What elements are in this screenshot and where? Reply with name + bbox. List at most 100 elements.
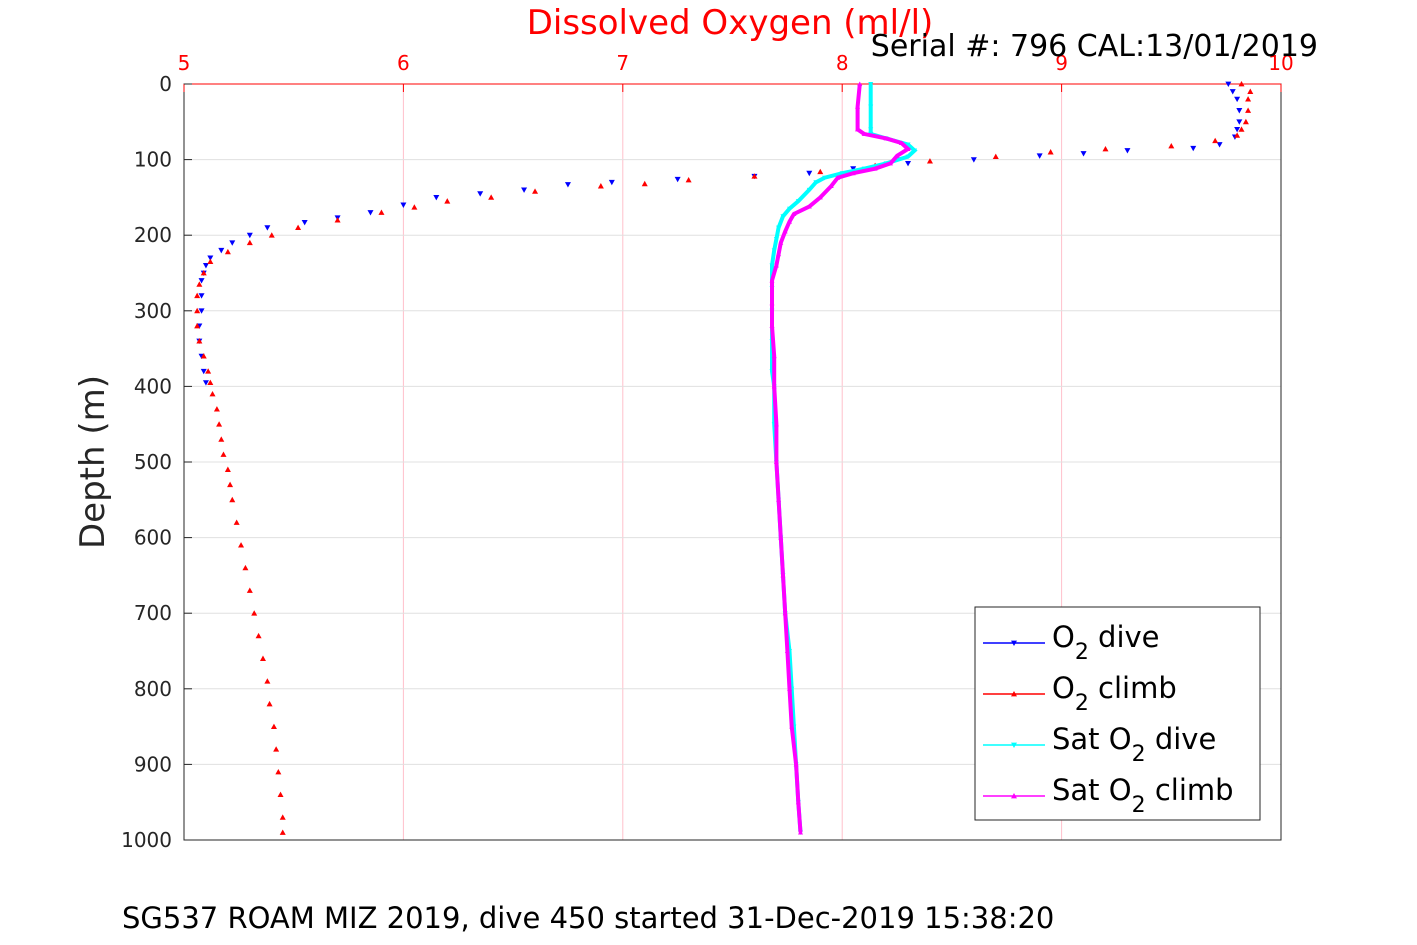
data-point [1234, 126, 1241, 133]
data-point [198, 293, 205, 299]
data-point [1236, 119, 1243, 125]
legend-label: Sat O2 dive [1052, 722, 1216, 767]
data-point [301, 219, 308, 226]
data-point [521, 187, 528, 193]
legend-label-main: O [1052, 671, 1075, 705]
data-point [270, 723, 277, 729]
data-point [771, 248, 777, 253]
data-point [224, 248, 231, 255]
data-point [868, 104, 874, 110]
figure-caption: SG537 ROAM MIZ 2019, dive 450 started 31… [122, 901, 1054, 935]
legend-entry: Sat O2 climb [983, 773, 1234, 818]
data-point [200, 368, 207, 375]
data-point [205, 368, 212, 374]
data-point [207, 258, 214, 265]
x-tick-label: 10 [1268, 51, 1293, 75]
y-axis-label: Depth (m) [73, 375, 113, 549]
data-point [769, 323, 775, 328]
data-point [1242, 118, 1249, 125]
data-point [1238, 81, 1245, 87]
data-point [198, 308, 205, 314]
y-tick-label: 800 [134, 677, 172, 701]
data-point [1124, 148, 1131, 154]
data-point [597, 183, 604, 189]
data-point [229, 240, 236, 246]
data-point [1247, 88, 1254, 94]
data-point [224, 466, 231, 472]
series [194, 81, 1254, 835]
legend-label: O2 dive [1052, 620, 1160, 665]
data-point [817, 168, 824, 175]
legend-label-suffix: dive [1089, 620, 1160, 654]
legend-label-suffix: climb [1146, 773, 1234, 807]
data-point [806, 170, 813, 177]
data-point [564, 182, 571, 188]
data-point [784, 648, 790, 653]
legend-swatch-marker [1011, 793, 1017, 799]
data-point [1190, 145, 1197, 152]
data-point [926, 158, 933, 164]
data-point [771, 383, 777, 389]
data-point [194, 322, 201, 329]
y-tick-label: 200 [134, 223, 172, 247]
data-point [751, 173, 758, 179]
legend-swatch-marker [1011, 640, 1017, 646]
x-tick-label: 9 [1055, 51, 1068, 75]
data-point [780, 572, 786, 578]
data-point [400, 202, 407, 208]
data-point [787, 686, 793, 691]
data-point [868, 82, 874, 87]
data-point [200, 353, 207, 359]
data-point [196, 338, 203, 344]
data-point [912, 148, 918, 154]
data-point [857, 81, 863, 86]
x-tick-label: 6 [397, 51, 410, 75]
data-point [213, 406, 220, 412]
y-ticks: 0 100 200 300 400 500 600 700 800 900 1000 [121, 72, 192, 852]
data-point [218, 247, 225, 254]
data-point [787, 206, 793, 212]
data-point [295, 224, 302, 231]
data-point [194, 292, 201, 299]
data-point [780, 214, 786, 219]
data-point [264, 225, 271, 231]
data-point [773, 459, 779, 464]
data-point [227, 481, 234, 488]
data-point [850, 170, 856, 176]
data-point [411, 204, 418, 210]
legend-label-suffix: climb [1089, 671, 1177, 705]
data-point [905, 160, 912, 167]
legend-label-subscript: 2 [1075, 640, 1089, 665]
data-point [433, 195, 440, 201]
data-point [279, 814, 286, 820]
series-o2-dive [196, 81, 1243, 386]
data-point [793, 761, 799, 767]
legend-label: Sat O2 climb [1052, 773, 1234, 818]
data-point [828, 183, 834, 189]
data-point [776, 497, 782, 502]
data-point [773, 262, 779, 268]
data-point [200, 270, 207, 276]
data-point [608, 179, 615, 186]
data-point [791, 211, 797, 217]
data-point [1238, 126, 1245, 132]
data-point [273, 746, 280, 752]
data-point [266, 700, 273, 707]
series-sat-o2-climb [769, 81, 912, 835]
data-point [1234, 132, 1241, 138]
data-point [477, 191, 484, 197]
legend-entry: O2 climb [983, 671, 1177, 716]
data-point [839, 171, 845, 176]
data-point [787, 219, 793, 224]
data-point [444, 198, 451, 204]
y-tick-label: 400 [134, 374, 172, 398]
x-ticks: 5 6 7 8 9 10 [178, 51, 1294, 92]
y-tick-label: 300 [134, 299, 172, 323]
data-point [246, 239, 253, 246]
data-point [771, 353, 777, 359]
data-point [795, 799, 801, 805]
data-point [769, 263, 775, 268]
data-point [279, 829, 286, 835]
legend-label-main: Sat O [1052, 722, 1132, 756]
